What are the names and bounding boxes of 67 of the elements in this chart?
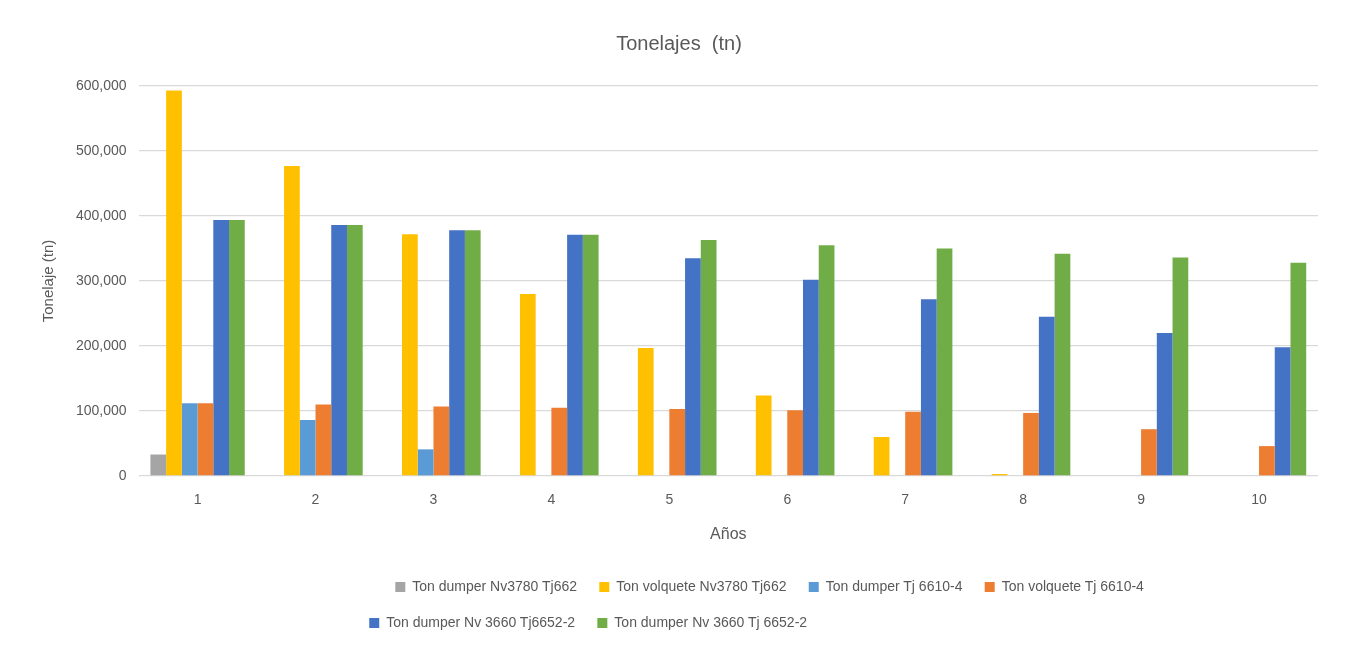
y-tick-label: 300,000 <box>76 271 127 288</box>
bar <box>464 230 481 476</box>
bar <box>1038 316 1055 476</box>
bar <box>803 279 819 476</box>
x-tick-label: 6 <box>783 491 792 508</box>
bar <box>402 234 418 476</box>
y-tick-label: 500,000 <box>76 141 127 158</box>
legend-label: Ton dumper Nv 3660 Tj 6652-2 <box>614 613 808 630</box>
bar <box>315 404 332 476</box>
bar <box>197 403 214 476</box>
bar <box>519 294 536 476</box>
bar <box>229 219 245 476</box>
bar <box>567 234 583 476</box>
bar <box>700 240 717 476</box>
y-axis-title: Tonelaje (tn) <box>39 239 57 323</box>
bar <box>551 407 568 476</box>
bar <box>1290 262 1307 476</box>
x-tick-label: 1 <box>193 491 202 508</box>
x-tick-label: 7 <box>901 491 910 508</box>
bar <box>1156 333 1173 476</box>
bar <box>449 230 465 476</box>
bar <box>637 347 654 476</box>
bar <box>433 406 450 476</box>
bar <box>755 395 772 476</box>
x-tick-label: 8 <box>1019 491 1028 508</box>
bar <box>905 411 921 476</box>
bar <box>818 245 835 476</box>
x-tick-label: 2 <box>311 491 320 508</box>
bar <box>669 409 686 476</box>
legend-label: Ton volquete Nv3780 Tj662 <box>616 577 787 594</box>
bar <box>936 248 953 476</box>
legend-label: Ton volquete Tj 6610-4 <box>1001 577 1145 594</box>
legend-label: Ton dumper Nv 3660 Tj6652-2 <box>386 613 576 630</box>
x-axis-title: Años <box>710 524 747 542</box>
chart-title: Tonelajes (tn) <box>616 31 742 54</box>
bar <box>417 449 434 476</box>
bar <box>331 225 347 476</box>
x-tick-label: 4 <box>547 491 556 508</box>
bar <box>1259 446 1275 476</box>
bar <box>346 225 363 476</box>
bar <box>150 454 167 476</box>
x-tick-label: 3 <box>429 491 438 508</box>
bar <box>1023 412 1039 476</box>
bar <box>1141 429 1157 476</box>
bar <box>1054 253 1071 476</box>
bar <box>213 219 230 476</box>
legend-label: Ton dumper Nv3780 Tj662 <box>412 577 578 594</box>
bar <box>685 258 701 476</box>
bar <box>787 410 803 476</box>
bar <box>1274 347 1291 476</box>
y-tick-label: 100,000 <box>76 401 127 418</box>
bar <box>166 90 182 476</box>
x-tick-label: 9 <box>1137 491 1146 508</box>
bar <box>1172 257 1189 476</box>
x-tick-label: 5 <box>665 491 674 508</box>
legend-label: Ton dumper Tj 6610-4 <box>825 577 963 594</box>
bar <box>582 234 599 476</box>
x-tick-label: 10 <box>1251 491 1268 508</box>
y-tick-label: 600,000 <box>76 76 127 93</box>
bar <box>284 165 300 476</box>
y-tick-label: 400,000 <box>76 206 127 223</box>
bar <box>920 299 937 476</box>
y-tick-label: 200,000 <box>76 336 127 353</box>
bar <box>873 437 890 476</box>
y-tick-label: 0 <box>118 466 127 483</box>
bar <box>181 403 198 476</box>
bar <box>299 420 316 476</box>
